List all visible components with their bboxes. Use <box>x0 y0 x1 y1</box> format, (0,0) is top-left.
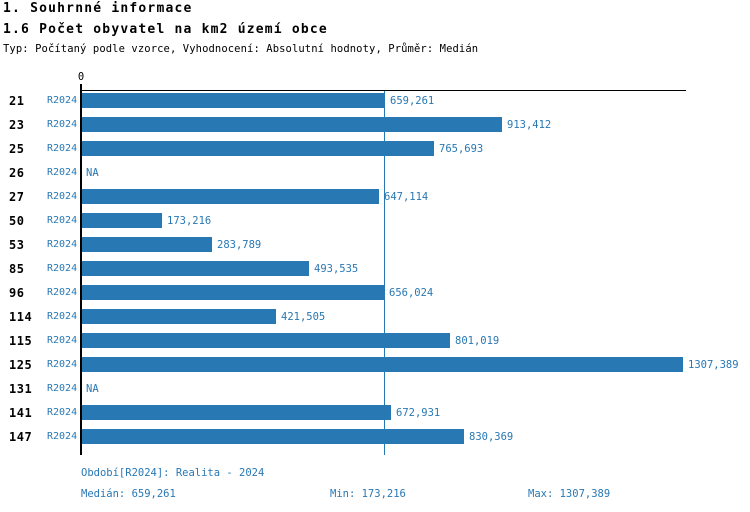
table-row: 141 R2024 672,931 <box>0 401 750 425</box>
row-group-label: 23 <box>9 118 25 132</box>
row-group-label: 147 <box>9 430 33 444</box>
bar-value-label: 913,412 <box>507 119 552 131</box>
table-row: 96 R2024 656,024 <box>0 281 750 305</box>
row-group-label: 85 <box>9 262 25 276</box>
bar <box>82 333 450 348</box>
row-group-label: 53 <box>9 238 25 252</box>
table-row: 23 R2024 913,412 <box>0 113 750 137</box>
row-period-label: R2024 <box>47 239 78 250</box>
table-row: 25 R2024 765,693 <box>0 137 750 161</box>
table-row: 27 R2024 647,114 <box>0 185 750 209</box>
axis-zero-tick-label: 0 <box>77 71 85 83</box>
bar <box>82 141 434 156</box>
bar <box>82 93 385 108</box>
bar <box>82 189 379 204</box>
footer-min-stat: Min: 173,216 <box>330 488 406 500</box>
bar <box>82 213 162 228</box>
bar <box>82 237 212 252</box>
row-period-label: R2024 <box>47 287 78 298</box>
row-period-label: R2024 <box>47 311 78 322</box>
row-period-label: R2024 <box>47 143 78 154</box>
footer-median-stat: Medián: 659,261 <box>81 488 176 500</box>
row-period-label: R2024 <box>47 263 78 274</box>
value-axis-line <box>81 90 686 91</box>
bar <box>82 309 276 324</box>
row-group-label: 125 <box>9 358 33 372</box>
row-period-label: R2024 <box>47 359 78 370</box>
table-row: 26 R2024 NA <box>0 161 750 185</box>
row-group-label: 26 <box>9 166 25 180</box>
section-title: 1. Souhrnné informace <box>3 1 193 16</box>
row-period-label: R2024 <box>47 167 78 178</box>
bar-value-label: NA <box>86 167 99 179</box>
bar <box>82 117 502 132</box>
row-group-label: 21 <box>9 94 25 108</box>
bar-value-label: 830,369 <box>469 431 514 443</box>
bar-value-label: 1307,389 <box>688 359 739 371</box>
chart-title: 1.6 Počet obyvatel na km2 území obce <box>3 22 328 37</box>
bar-value-label: 659,261 <box>390 95 435 107</box>
row-period-label: R2024 <box>47 119 78 130</box>
row-group-label: 27 <box>9 190 25 204</box>
bar-value-label: 647,114 <box>384 191 429 203</box>
chart-subtitle: Typ: Počítaný podle vzorce, Vyhodnocení:… <box>3 43 479 55</box>
bar-value-label: 283,789 <box>217 239 262 251</box>
bar-value-label: 493,535 <box>314 263 359 275</box>
bar <box>82 261 309 276</box>
bar-value-label: 173,216 <box>167 215 212 227</box>
footer-max-stat: Max: 1307,389 <box>528 488 611 500</box>
bar <box>82 429 464 444</box>
table-row: 125 R2024 1307,389 <box>0 353 750 377</box>
row-group-label: 114 <box>9 310 33 324</box>
row-group-label: 96 <box>9 286 25 300</box>
table-row: 114 R2024 421,505 <box>0 305 750 329</box>
row-period-label: R2024 <box>47 215 78 226</box>
row-group-label: 141 <box>9 406 33 420</box>
table-row: 131 R2024 NA <box>0 377 750 401</box>
row-group-label: 131 <box>9 382 33 396</box>
row-group-label: 115 <box>9 334 33 348</box>
table-row: 85 R2024 493,535 <box>0 257 750 281</box>
footer-period-text: Období[R2024]: Realita - 2024 <box>81 467 265 479</box>
row-period-label: R2024 <box>47 335 78 346</box>
table-row: 147 R2024 830,369 <box>0 425 750 449</box>
bar-value-label: NA <box>86 383 99 395</box>
table-row: 50 R2024 173,216 <box>0 209 750 233</box>
row-group-label: 25 <box>9 142 25 156</box>
median-line <box>384 91 385 455</box>
row-period-label: R2024 <box>47 431 78 442</box>
table-row: 115 R2024 801,019 <box>0 329 750 353</box>
baseline-axis-line <box>80 84 82 455</box>
bar-value-label: 765,693 <box>439 143 484 155</box>
table-row: 21 R2024 659,261 <box>0 89 750 113</box>
bar-value-label: 801,019 <box>455 335 500 347</box>
bar-value-label: 656,024 <box>389 287 434 299</box>
bar <box>82 357 683 372</box>
row-group-label: 50 <box>9 214 25 228</box>
bar-value-label: 672,931 <box>396 407 441 419</box>
row-period-label: R2024 <box>47 191 78 202</box>
bar-value-label: 421,505 <box>281 311 326 323</box>
table-row: 53 R2024 283,789 <box>0 233 750 257</box>
row-period-label: R2024 <box>47 383 78 394</box>
row-period-label: R2024 <box>47 95 78 106</box>
row-period-label: R2024 <box>47 407 78 418</box>
bar <box>82 405 391 420</box>
bar <box>82 285 384 300</box>
